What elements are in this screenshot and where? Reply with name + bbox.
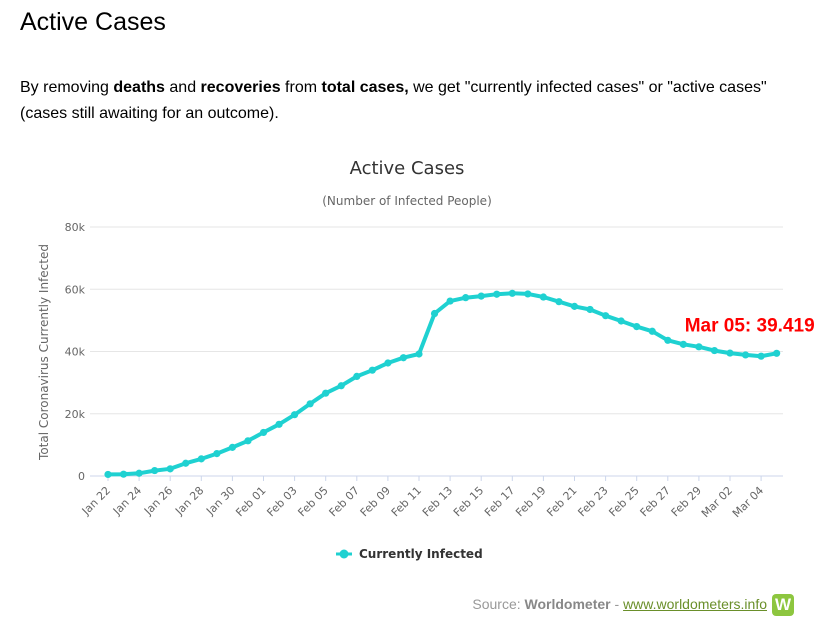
y-tick-label: 60k xyxy=(65,283,86,296)
data-annotation: Mar 05: 39.419 xyxy=(685,315,815,336)
data-point[interactable] xyxy=(368,366,376,374)
intro-bold-total-cases: total cases, xyxy=(321,79,409,96)
data-point[interactable] xyxy=(306,400,314,408)
data-point[interactable] xyxy=(104,470,112,479)
x-tick-label: Feb 07 xyxy=(327,484,362,519)
x-tick-label: Jan 24 xyxy=(110,484,144,518)
intro-paragraph: By removing deaths and recoveries from t… xyxy=(20,75,810,127)
y-tick-label: 80k xyxy=(65,221,86,234)
series-line-currently-infected xyxy=(106,291,779,477)
data-point[interactable] xyxy=(291,411,299,419)
legend-label-currently-infected[interactable]: Currently Infected xyxy=(359,547,483,561)
legend[interactable]: Currently Infected xyxy=(336,547,483,561)
x-tick-label: Feb 13 xyxy=(420,484,455,519)
x-tick-label: Feb 27 xyxy=(638,484,673,519)
data-point[interactable] xyxy=(633,323,641,331)
data-point[interactable] xyxy=(664,336,672,344)
data-point[interactable] xyxy=(430,309,439,318)
x-tick-label: Feb 15 xyxy=(451,484,486,519)
x-tick-label: Feb 21 xyxy=(544,484,579,519)
x-tick-label: Jan 28 xyxy=(172,484,206,518)
source-credit: Source: Worldometer - www.worldometers.i… xyxy=(472,596,767,612)
intro-bold-recoveries: recoveries xyxy=(200,79,281,96)
data-point[interactable] xyxy=(726,349,734,357)
data-point[interactable] xyxy=(524,290,532,298)
data-point[interactable] xyxy=(710,346,719,355)
data-point[interactable] xyxy=(337,382,345,390)
x-tick-label: Feb 17 xyxy=(482,484,517,519)
data-point[interactable] xyxy=(119,470,128,478)
y-tick-label: 20k xyxy=(65,408,86,421)
data-point[interactable] xyxy=(151,466,159,475)
y-tick-label: 0 xyxy=(78,470,85,483)
page-title: Active Cases xyxy=(20,8,166,36)
source-prefix: Source: xyxy=(472,596,525,612)
data-point[interactable] xyxy=(446,297,454,305)
y-axis-title: Total Coronavirus Currently Infected xyxy=(37,244,51,461)
chart-title: Active Cases xyxy=(350,158,465,179)
data-point[interactable] xyxy=(182,459,190,467)
data-point[interactable] xyxy=(508,289,516,297)
x-tick-label: Feb 01 xyxy=(233,484,268,519)
legend-marker xyxy=(339,549,349,559)
data-point[interactable] xyxy=(322,389,330,397)
intro-text: By removing xyxy=(20,79,114,96)
data-point[interactable] xyxy=(135,469,143,477)
x-tick-label: Feb 03 xyxy=(264,484,299,519)
intro-bold-deaths: deaths xyxy=(113,79,165,96)
data-point[interactable] xyxy=(462,294,470,302)
intro-text: and xyxy=(164,79,201,96)
data-point[interactable] xyxy=(166,465,174,473)
data-point[interactable] xyxy=(617,317,625,325)
data-point[interactable] xyxy=(555,298,563,306)
data-point[interactable] xyxy=(773,349,781,357)
intro-text: we get "currently infected cases" or "ac… xyxy=(20,79,767,122)
data-point[interactable] xyxy=(695,343,703,351)
data-point[interactable] xyxy=(539,293,548,301)
data-point[interactable] xyxy=(570,302,579,310)
data-point[interactable] xyxy=(477,292,485,300)
data-point[interactable] xyxy=(259,428,268,437)
x-tick-label: Feb 25 xyxy=(606,484,641,519)
x-tick-label: Jan 26 xyxy=(141,484,175,518)
data-point[interactable] xyxy=(244,437,252,445)
y-tick-label: 40k xyxy=(65,346,86,359)
data-point[interactable] xyxy=(602,312,610,320)
x-tick-label: Jan 22 xyxy=(79,484,113,518)
x-tick-label: Feb 11 xyxy=(389,484,424,519)
data-point[interactable] xyxy=(648,327,656,335)
data-point[interactable] xyxy=(228,443,236,451)
source-name: Worldometer xyxy=(524,596,611,612)
data-point[interactable] xyxy=(384,359,392,367)
intro-text: from xyxy=(280,79,322,96)
data-point[interactable] xyxy=(757,352,765,360)
x-tick-label: Jan 30 xyxy=(203,484,237,518)
x-tick-label: Feb 09 xyxy=(358,484,393,519)
x-tick-label: Mar 04 xyxy=(730,484,766,520)
chart-subtitle: (Number of Infected People) xyxy=(322,194,492,208)
data-point[interactable] xyxy=(741,351,750,359)
source-link[interactable]: www.worldometers.info xyxy=(623,596,767,612)
data-point[interactable] xyxy=(493,290,501,298)
data-point[interactable] xyxy=(586,305,594,314)
data-point[interactable] xyxy=(197,455,205,463)
data-point[interactable] xyxy=(353,372,361,380)
data-point[interactable] xyxy=(679,340,687,348)
data-point[interactable] xyxy=(415,350,423,358)
x-tick-label: Feb 29 xyxy=(669,484,704,519)
x-tick-label: Feb 05 xyxy=(295,484,330,519)
worldometers-logo-icon[interactable]: W xyxy=(772,594,794,616)
x-tick-label: Mar 02 xyxy=(699,484,735,520)
x-tick-label: Feb 19 xyxy=(513,484,548,519)
data-point[interactable] xyxy=(213,449,221,458)
x-tick-label: Feb 23 xyxy=(575,484,610,519)
source-separator: - xyxy=(610,596,624,612)
data-point[interactable] xyxy=(275,420,283,428)
data-point[interactable] xyxy=(399,354,408,362)
